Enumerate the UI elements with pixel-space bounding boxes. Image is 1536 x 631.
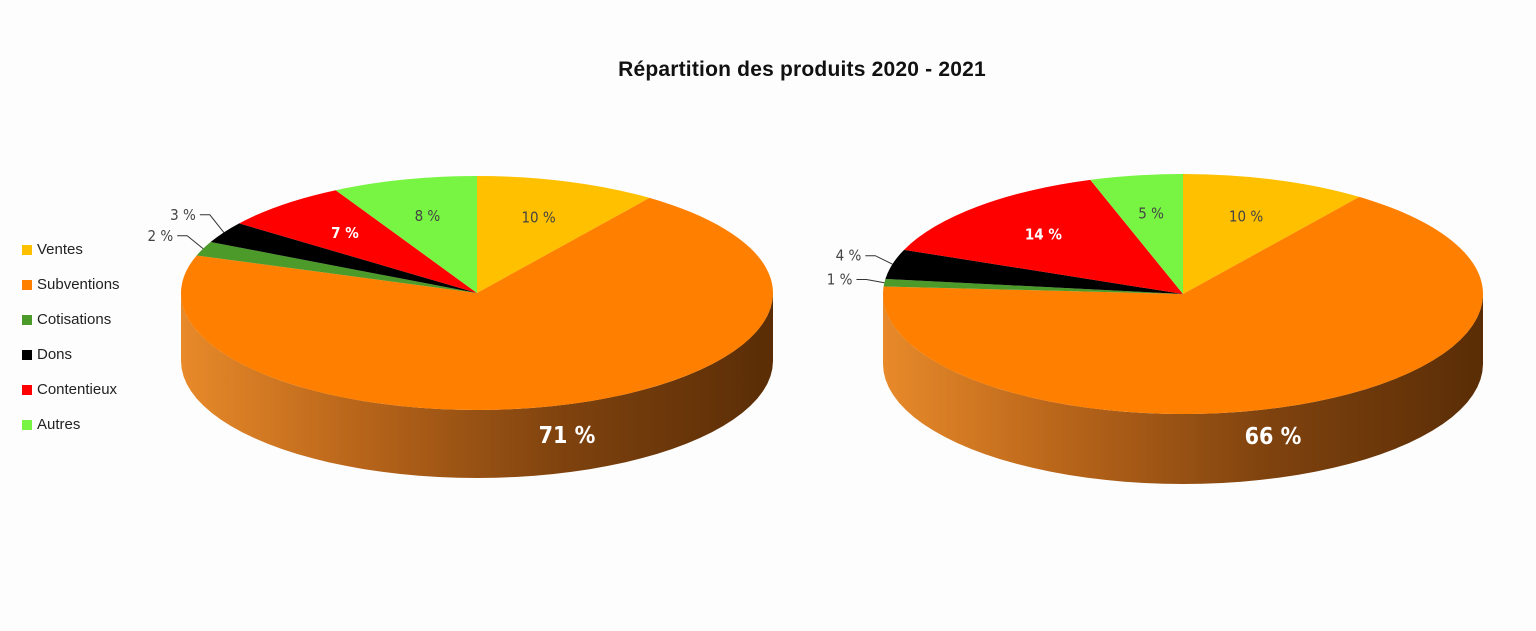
pie-slice-ventes [1183, 174, 1360, 294]
leader-line [199, 214, 225, 233]
legend-swatch [22, 314, 32, 325]
data-label-subventions: 71 % [539, 423, 596, 449]
legend-label: Ventes [37, 241, 83, 258]
data-label-autres: 5 % [1138, 204, 1164, 222]
pie-slice-dons [885, 249, 1183, 294]
legend-item-subventions: Subventions [22, 267, 120, 302]
data-label-ventes: 10 % [521, 208, 555, 226]
pie-slice-ventes [477, 176, 650, 293]
data-label-autres: 8 % [415, 207, 441, 225]
legend-item-ventes: Ventes [22, 232, 120, 267]
legend-item-dons: Dons [22, 337, 120, 372]
data-label-dons: 3 % [170, 206, 196, 224]
pie-slice-cotisations [196, 242, 477, 293]
pie-side-subventions [883, 294, 1483, 484]
chart-title: Répartition des produits 2020 - 2021 [618, 58, 986, 81]
data-label-contentieux: 7 % [331, 224, 359, 242]
data-label-ventes: 10 % [1229, 207, 1263, 225]
legend: Ventes Subventions Cotisations Dons Contenti… [22, 232, 120, 442]
leader-line [865, 255, 893, 265]
data-label-cotisations: 2 % [147, 227, 173, 245]
pie-slice-autres [1090, 174, 1183, 294]
legend-swatch [22, 349, 32, 360]
legend-label: Autres [37, 416, 81, 433]
leader-line [177, 235, 204, 250]
pie-slice-subventions [181, 197, 773, 411]
legend-item-contentieux: Contentieux [22, 372, 120, 407]
legend-label: Contentieux [37, 381, 118, 398]
pie-slice-cotisations [883, 278, 1183, 294]
data-label-cotisations: 1 % [827, 271, 853, 289]
legend-label: Dons [37, 346, 73, 363]
pie-side-subventions [181, 293, 773, 478]
pie-slice-subventions [883, 196, 1483, 415]
legend-label: Subventions [37, 276, 120, 293]
leader-line [856, 279, 885, 284]
legend-swatch [22, 279, 32, 290]
legend-label: Cotisations [37, 311, 112, 328]
pie-1: 10 % 71 % 2 % 3 % 7 % 8 % [147, 176, 773, 478]
data-label-dons: 4 % [836, 247, 862, 265]
pie-slice-contentieux [904, 179, 1183, 294]
pie-2: 10 % 66 % 1 % 4 % 14 % 5 % [827, 174, 1483, 484]
pie-slice-dons [210, 223, 477, 293]
legend-swatch [22, 244, 32, 255]
data-label-subventions: 66 % [1245, 424, 1302, 450]
data-label-contentieux: 14 % [1025, 226, 1062, 244]
pie-slice-contentieux [239, 190, 477, 293]
legend-swatch [22, 419, 32, 430]
pie-slice-autres [335, 176, 477, 293]
legend-swatch [22, 384, 32, 395]
legend-item-autres: Autres [22, 407, 120, 442]
legend-item-cotisations: Cotisations [22, 302, 120, 337]
